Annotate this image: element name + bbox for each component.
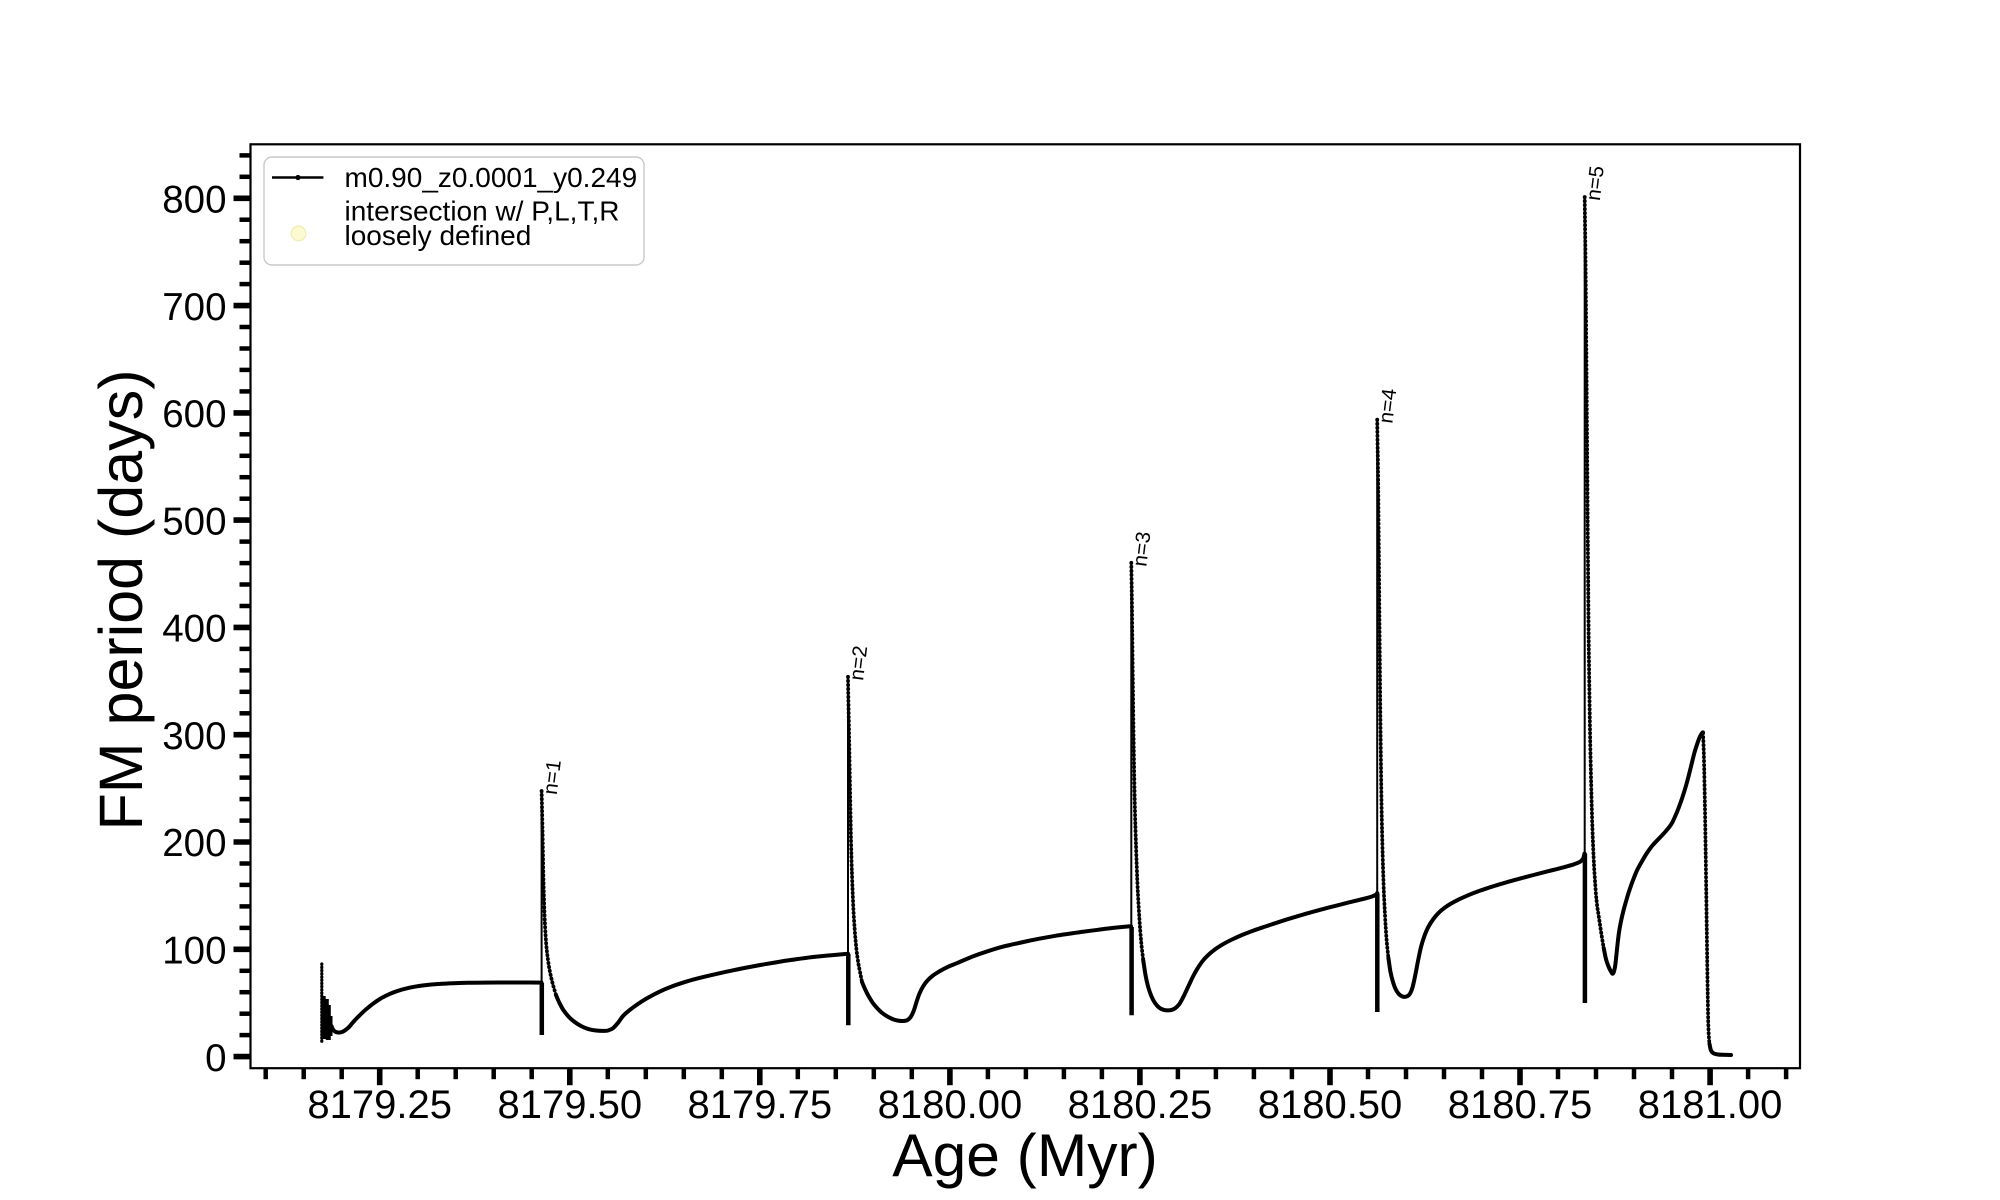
svg-text:loosely defined: loosely defined	[345, 220, 532, 251]
svg-text:n=2: n=2	[845, 644, 872, 681]
svg-text:8179.50: 8179.50	[498, 1083, 643, 1127]
svg-text:8180.50: 8180.50	[1258, 1083, 1403, 1127]
svg-text:n=5: n=5	[1582, 165, 1609, 202]
svg-text:8180.75: 8180.75	[1448, 1083, 1593, 1127]
svg-text:100: 100	[162, 930, 226, 973]
svg-text:n=1: n=1	[539, 759, 566, 796]
svg-text:700: 700	[162, 286, 226, 329]
svg-text:n=3: n=3	[1128, 530, 1155, 567]
svg-text:500: 500	[162, 500, 226, 543]
svg-text:600: 600	[162, 393, 226, 436]
svg-text:n=4: n=4	[1374, 387, 1401, 424]
svg-text:800: 800	[162, 179, 226, 222]
svg-text:intersection w/ P,L,T,R: intersection w/ P,L,T,R	[345, 196, 620, 227]
svg-text:8179.25: 8179.25	[307, 1083, 452, 1127]
svg-text:FM period (days): FM period (days)	[87, 369, 155, 830]
svg-text:8180.25: 8180.25	[1068, 1083, 1213, 1127]
svg-text:200: 200	[162, 822, 226, 865]
svg-text:8180.00: 8180.00	[878, 1083, 1023, 1127]
svg-text:8179.75: 8179.75	[688, 1083, 833, 1127]
svg-text:300: 300	[162, 715, 226, 758]
svg-text:8181.00: 8181.00	[1638, 1083, 1783, 1127]
svg-text:m0.90_z0.0001_y0.249: m0.90_z0.0001_y0.249	[345, 162, 638, 193]
svg-text:0: 0	[205, 1037, 226, 1080]
svg-text:400: 400	[162, 608, 226, 651]
svg-text:Age (Myr): Age (Myr)	[892, 1121, 1158, 1189]
